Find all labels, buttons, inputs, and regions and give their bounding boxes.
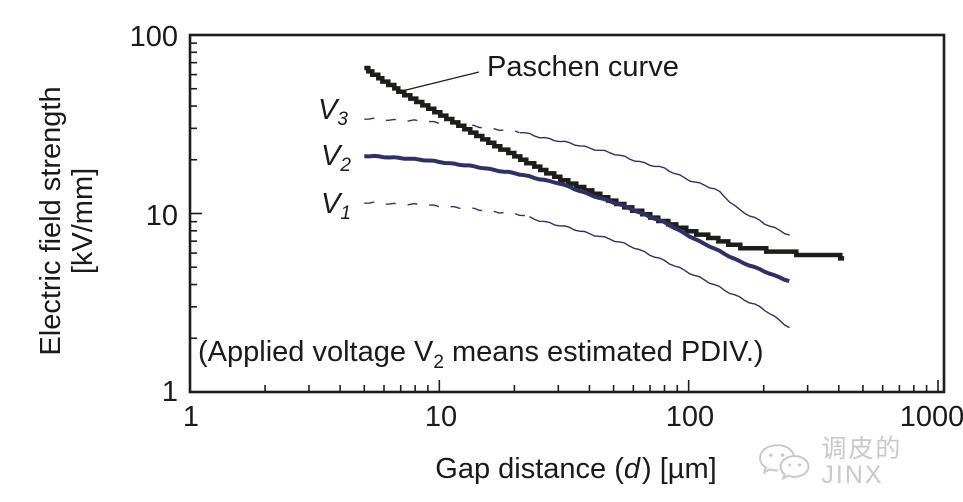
- x-tick-100: 100: [665, 401, 715, 433]
- watermark: 调皮的JINX: [756, 436, 963, 488]
- v3-subscript: 3: [337, 109, 348, 130]
- y-tick-10: 10: [145, 200, 178, 232]
- y-axis-title-line1: Electric field strength: [35, 86, 67, 356]
- x-axis-title-pre: Gap distance (: [435, 453, 624, 485]
- wechat-icon: [758, 444, 810, 481]
- v3-dashed-path: [364, 117, 520, 134]
- annotation-subscript: 2: [433, 352, 444, 373]
- x-axis-title-post: ) [µm]: [642, 453, 717, 485]
- y-tick-1: 1: [161, 376, 178, 408]
- annotation-pre: (Applied voltage V: [198, 336, 434, 368]
- plot-border: [188, 33, 946, 394]
- v1-subscript: 1: [340, 203, 351, 224]
- curves-group: [364, 65, 845, 329]
- curve-label-v1: V1: [321, 188, 351, 223]
- v3-path: [519, 132, 790, 236]
- paschen-leader-line: [401, 71, 480, 92]
- x-tick-1000: 1000: [899, 401, 963, 433]
- watermark-text: 调皮的JINX: [821, 435, 903, 489]
- v1-dashed-path: [364, 201, 530, 218]
- v2-symbol: V: [321, 140, 341, 172]
- annotation-text: (Applied voltage V2 means estimated PDIV.…: [198, 336, 764, 372]
- paschen-curve-label: Paschen curve: [487, 51, 679, 83]
- x-axis-title: Gap distance (d) [µm]: [435, 453, 716, 485]
- v2-subscript: 2: [340, 155, 351, 176]
- curve-label-v2: V2: [321, 140, 351, 175]
- v2-path: [364, 153, 790, 284]
- y-axis-title-line2: [kV/mm]: [67, 167, 99, 275]
- x-tick-10: 10: [424, 401, 458, 433]
- y-tick-100: 100: [129, 21, 178, 53]
- x-axis-title-var: d: [623, 453, 641, 485]
- curve-label-v3: V3: [318, 94, 348, 129]
- v1-symbol: V: [321, 188, 341, 220]
- x-tick-1: 1: [182, 401, 200, 433]
- y-axis-title: Electric field strength [kV/mm]: [35, 51, 101, 391]
- annotation-post: means estimated PDIV.): [451, 336, 764, 368]
- v1-path: [529, 215, 790, 329]
- v3-symbol: V: [318, 94, 338, 126]
